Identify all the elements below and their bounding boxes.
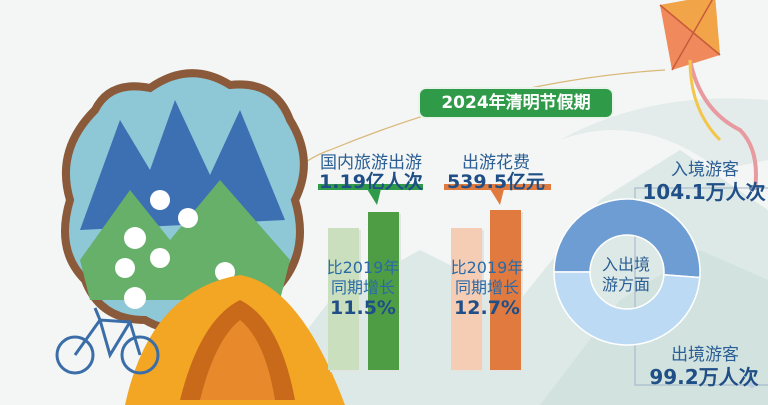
domestic-growth-note: 比2019年 同期增长 11.5% — [322, 258, 404, 319]
mountain-shape — [560, 98, 768, 170]
bracket-dot — [749, 382, 755, 388]
spending-growth-value: 12.7% — [454, 297, 520, 319]
spending-label: 出游花费 — [462, 153, 530, 173]
compare-line2: 同期增长 — [330, 278, 395, 297]
center-line1: 入出境 — [601, 255, 650, 274]
bar-domestic-2024 — [368, 211, 399, 370]
domestic-underline — [318, 184, 423, 190]
compare-line2: 同期增长 — [454, 278, 519, 297]
compare-line1: 比2019年 — [326, 258, 400, 277]
domestic-pointer — [367, 189, 381, 205]
landscape-window-illustration — [61, 69, 308, 334]
domestic-growth-value: 11.5% — [330, 297, 396, 319]
donut-chart — [553, 198, 701, 346]
domestic-trips-value: 1.19亿人次 — [319, 171, 423, 193]
spending-value: 539.5亿元 — [446, 171, 546, 193]
inbound-label: 入境游客 — [671, 160, 739, 180]
donut-slice-inbound — [553, 198, 701, 279]
spending-growth-note: 比2019年 同期增长 12.7% — [446, 258, 528, 319]
inbound-value: 104.1万人次 — [642, 180, 766, 204]
tent-icon — [125, 275, 345, 405]
bar-domestic-2019 — [328, 228, 359, 370]
bar-spending-2019 — [451, 228, 482, 370]
compare-line1: 比2019年 — [450, 258, 524, 277]
bracket-line — [634, 187, 768, 386]
spending-underline — [444, 184, 551, 190]
bracket-dot — [749, 185, 755, 191]
bar-spending-2024 — [490, 209, 521, 370]
donut-center-label: 入出境 游方面 — [596, 255, 656, 295]
outbound-value: 99.2万人次 — [649, 365, 759, 389]
bicycle-icon — [55, 307, 160, 375]
center-line2: 游方面 — [601, 275, 650, 294]
donut-slice-outbound — [553, 271, 701, 346]
domestic-trips-label: 国内旅游出游 — [320, 153, 422, 173]
spending-pointer — [490, 189, 504, 205]
page-title: 2024年清明节假期 — [420, 89, 612, 117]
outbound-label: 出境游客 — [671, 345, 739, 365]
